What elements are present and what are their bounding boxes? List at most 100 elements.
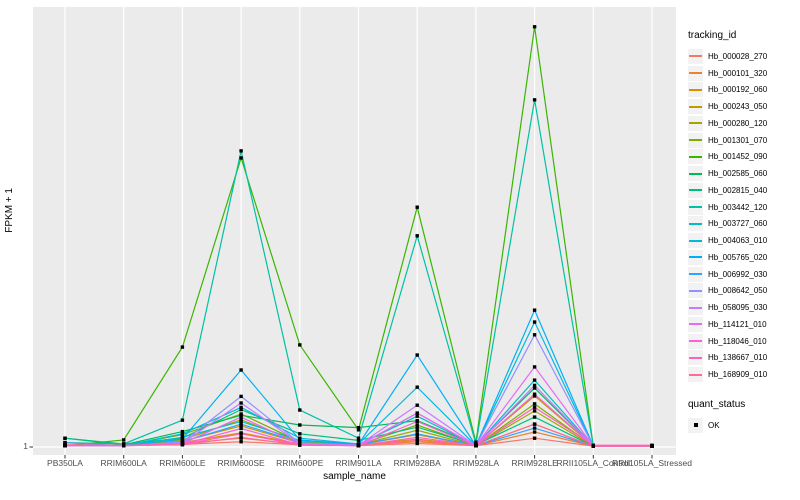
data-point-marker bbox=[532, 386, 537, 390]
legend-key-line-icon bbox=[688, 300, 703, 316]
legend-color-line-icon bbox=[689, 340, 702, 343]
data-point-marker bbox=[356, 425, 361, 430]
legend-entry: Hb_000243_050 bbox=[688, 98, 798, 115]
data-point-marker bbox=[298, 423, 302, 427]
legend-entry: Hb_003727_060 bbox=[688, 216, 798, 233]
data-point-marker bbox=[415, 353, 419, 357]
data-point-marker bbox=[532, 392, 537, 396]
data-point-marker bbox=[415, 423, 419, 427]
legend-color-line-icon bbox=[689, 373, 702, 376]
data-point-marker bbox=[532, 436, 537, 440]
legend-entry-label: Hb_118046_010 bbox=[708, 336, 767, 346]
legend-entry: Hb_114121_010 bbox=[688, 316, 798, 333]
data-point-marker bbox=[532, 426, 537, 430]
legend-entry-label: Hb_000280_120 bbox=[708, 118, 768, 128]
legend-color-line-icon bbox=[689, 189, 702, 192]
legend-key-line-icon bbox=[688, 65, 703, 81]
data-point-marker bbox=[650, 444, 654, 448]
legend-color-line-icon bbox=[689, 139, 702, 142]
data-point-marker bbox=[532, 402, 537, 406]
data-point-marker bbox=[532, 25, 537, 29]
data-point-marker bbox=[532, 383, 537, 388]
legend-entry: Hb_000280_120 bbox=[688, 115, 798, 132]
legend-entry: Hb_138667_010 bbox=[688, 350, 798, 367]
legend-entry: Hb_000101_320 bbox=[688, 65, 798, 82]
legend-entries: Hb_000028_270 Hb_000101_320 Hb_000192_060 H… bbox=[688, 48, 798, 383]
legend-color-line-icon bbox=[689, 289, 702, 292]
data-point-marker bbox=[180, 435, 185, 440]
legend-entry-label: Hb_006992_030 bbox=[708, 269, 768, 279]
legend-color-line-icon bbox=[689, 72, 702, 75]
data-point-marker bbox=[532, 415, 537, 419]
legend-color-line-icon bbox=[689, 239, 702, 242]
data-point-marker bbox=[415, 438, 419, 443]
data-point-marker bbox=[356, 428, 361, 432]
legend-color-line-icon bbox=[689, 356, 702, 359]
legend-entry-label: Hb_004063_010 bbox=[708, 236, 768, 246]
data-point-marker bbox=[239, 426, 243, 431]
legend-color-line-icon bbox=[689, 222, 702, 225]
data-point-marker bbox=[474, 442, 478, 446]
legend-entry: Hb_118046_010 bbox=[688, 333, 798, 350]
legend-entry-label: Hb_002815_040 bbox=[708, 185, 768, 195]
data-point-marker bbox=[532, 308, 537, 312]
data-point-marker bbox=[239, 419, 243, 424]
legend-key-line-icon bbox=[688, 216, 703, 232]
data-point-marker bbox=[239, 424, 243, 428]
legend-entry-label: Hb_008642_050 bbox=[708, 286, 768, 296]
legend-color-line-icon bbox=[689, 323, 702, 326]
data-point-marker bbox=[239, 401, 243, 405]
legend-entry-label: Hb_000243_050 bbox=[708, 102, 768, 112]
data-point-marker bbox=[180, 418, 185, 422]
legend-key-line-icon bbox=[688, 316, 703, 332]
legend-entry: Hb_001452_090 bbox=[688, 149, 798, 166]
legend-color-line-icon bbox=[689, 206, 702, 209]
legend-key-line-icon bbox=[688, 115, 703, 131]
data-point-marker bbox=[239, 407, 243, 412]
data-point-marker bbox=[415, 428, 419, 432]
data-point-marker bbox=[122, 438, 126, 442]
data-point-marker bbox=[415, 414, 419, 418]
data-point-marker bbox=[415, 425, 419, 429]
data-point-marker bbox=[298, 436, 302, 440]
legend-entry: Hb_000028_270 bbox=[688, 48, 798, 65]
legend-entry-label: Hb_001452_090 bbox=[708, 152, 768, 162]
legend-key-line-icon bbox=[688, 249, 703, 265]
x-axis-title: sample_name bbox=[323, 471, 386, 482]
data-point-marker bbox=[532, 430, 537, 434]
data-point-marker bbox=[180, 432, 185, 436]
data-point-marker bbox=[298, 343, 302, 347]
legend-entry-label: Hb_058095_030 bbox=[708, 303, 768, 313]
data-point-marker bbox=[298, 438, 302, 442]
data-point-marker bbox=[239, 422, 243, 426]
data-point-marker bbox=[239, 432, 243, 436]
data-point-marker bbox=[63, 440, 67, 445]
data-point-marker bbox=[180, 437, 185, 441]
data-point-marker bbox=[356, 438, 361, 443]
legend-entry-label: Hb_138667_010 bbox=[708, 353, 768, 363]
legend-title-tracking-id: tracking_id bbox=[688, 30, 737, 41]
data-point-marker bbox=[415, 411, 419, 415]
data-point-marker bbox=[415, 234, 419, 238]
data-point-marker bbox=[415, 441, 419, 446]
data-point-marker bbox=[532, 394, 537, 398]
data-point-marker bbox=[356, 436, 361, 440]
data-point-marker bbox=[180, 443, 185, 447]
data-point-marker bbox=[239, 415, 243, 419]
data-point-marker bbox=[415, 432, 419, 436]
legend-key-line-icon bbox=[688, 233, 703, 249]
data-point-marker bbox=[63, 436, 67, 440]
legend-entry-label: Hb_000101_320 bbox=[708, 68, 768, 78]
data-point-marker bbox=[122, 443, 126, 447]
legend-entry-quant-ok: OK bbox=[688, 417, 798, 434]
legend-key-line-icon bbox=[688, 367, 703, 383]
legend-entry: Hb_001301_070 bbox=[688, 132, 798, 149]
data-point-marker bbox=[180, 345, 185, 349]
data-point-marker bbox=[591, 444, 595, 448]
legend-entry: Hb_005765_020 bbox=[688, 249, 798, 266]
legend-entry-label: Hb_000192_060 bbox=[708, 85, 768, 95]
data-point-marker bbox=[298, 443, 302, 447]
legend-key-line-icon bbox=[688, 266, 703, 282]
